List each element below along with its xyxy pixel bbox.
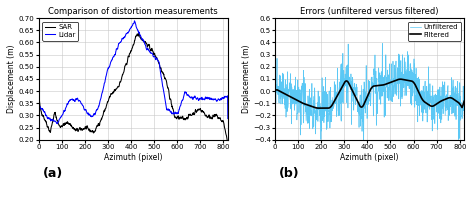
SAR bbox=[152, 55, 158, 57]
SAR bbox=[159, 70, 165, 73]
Lidar bbox=[225, 117, 231, 120]
Filtered bbox=[461, 100, 467, 102]
Filtered bbox=[301, 102, 307, 105]
Filtered bbox=[324, 107, 329, 109]
Unfiltered bbox=[396, 53, 401, 55]
Y-axis label: Displacement (m): Displacement (m) bbox=[7, 45, 16, 113]
Legend: SAR, Lidar: SAR, Lidar bbox=[42, 22, 78, 41]
Filtered bbox=[354, 97, 359, 100]
Unfiltered bbox=[389, 63, 394, 65]
Text: (b): (b) bbox=[279, 166, 300, 180]
Filtered bbox=[318, 107, 323, 109]
Title: Errors (unfiltered versus filtered): Errors (unfiltered versus filtered) bbox=[301, 7, 439, 16]
Unfiltered bbox=[361, 154, 366, 156]
Line: Filtered: Filtered bbox=[275, 79, 464, 108]
Lidar bbox=[152, 57, 158, 59]
SAR bbox=[117, 81, 123, 84]
SAR bbox=[64, 122, 70, 124]
Lidar bbox=[64, 103, 70, 105]
Lidar bbox=[117, 41, 123, 44]
SAR bbox=[225, 152, 231, 155]
Unfiltered bbox=[323, 97, 329, 100]
Lidar bbox=[87, 114, 93, 116]
Unfiltered bbox=[317, 103, 323, 105]
Filtered bbox=[395, 78, 401, 81]
Unfiltered bbox=[301, 113, 307, 115]
Line: Unfiltered: Unfiltered bbox=[275, 43, 464, 155]
X-axis label: Azimuth (pixel): Azimuth (pixel) bbox=[340, 153, 399, 162]
Line: Lidar: Lidar bbox=[39, 21, 228, 148]
SAR bbox=[87, 129, 93, 132]
Unfiltered bbox=[461, 94, 467, 97]
Filtered bbox=[316, 107, 321, 109]
Lidar bbox=[36, 147, 42, 149]
Filtered bbox=[389, 81, 394, 83]
Unfiltered bbox=[380, 42, 385, 45]
SAR bbox=[36, 141, 42, 144]
Title: Comparison of distortion measurements: Comparison of distortion measurements bbox=[48, 7, 218, 16]
Filtered bbox=[398, 78, 403, 80]
Lidar bbox=[81, 107, 87, 109]
Text: (a): (a) bbox=[43, 166, 63, 180]
SAR bbox=[137, 32, 142, 34]
Lidar bbox=[159, 80, 165, 83]
Legend: Unfiltered, Filtered: Unfiltered, Filtered bbox=[408, 22, 461, 41]
SAR bbox=[81, 128, 87, 130]
Unfiltered bbox=[353, 88, 359, 90]
Y-axis label: Displacement (m): Displacement (m) bbox=[242, 45, 251, 113]
X-axis label: Azimuth (pixel): Azimuth (pixel) bbox=[104, 153, 163, 162]
Line: SAR: SAR bbox=[39, 33, 228, 154]
Lidar bbox=[132, 20, 137, 22]
Unfiltered bbox=[272, 89, 278, 91]
Filtered bbox=[272, 89, 278, 91]
